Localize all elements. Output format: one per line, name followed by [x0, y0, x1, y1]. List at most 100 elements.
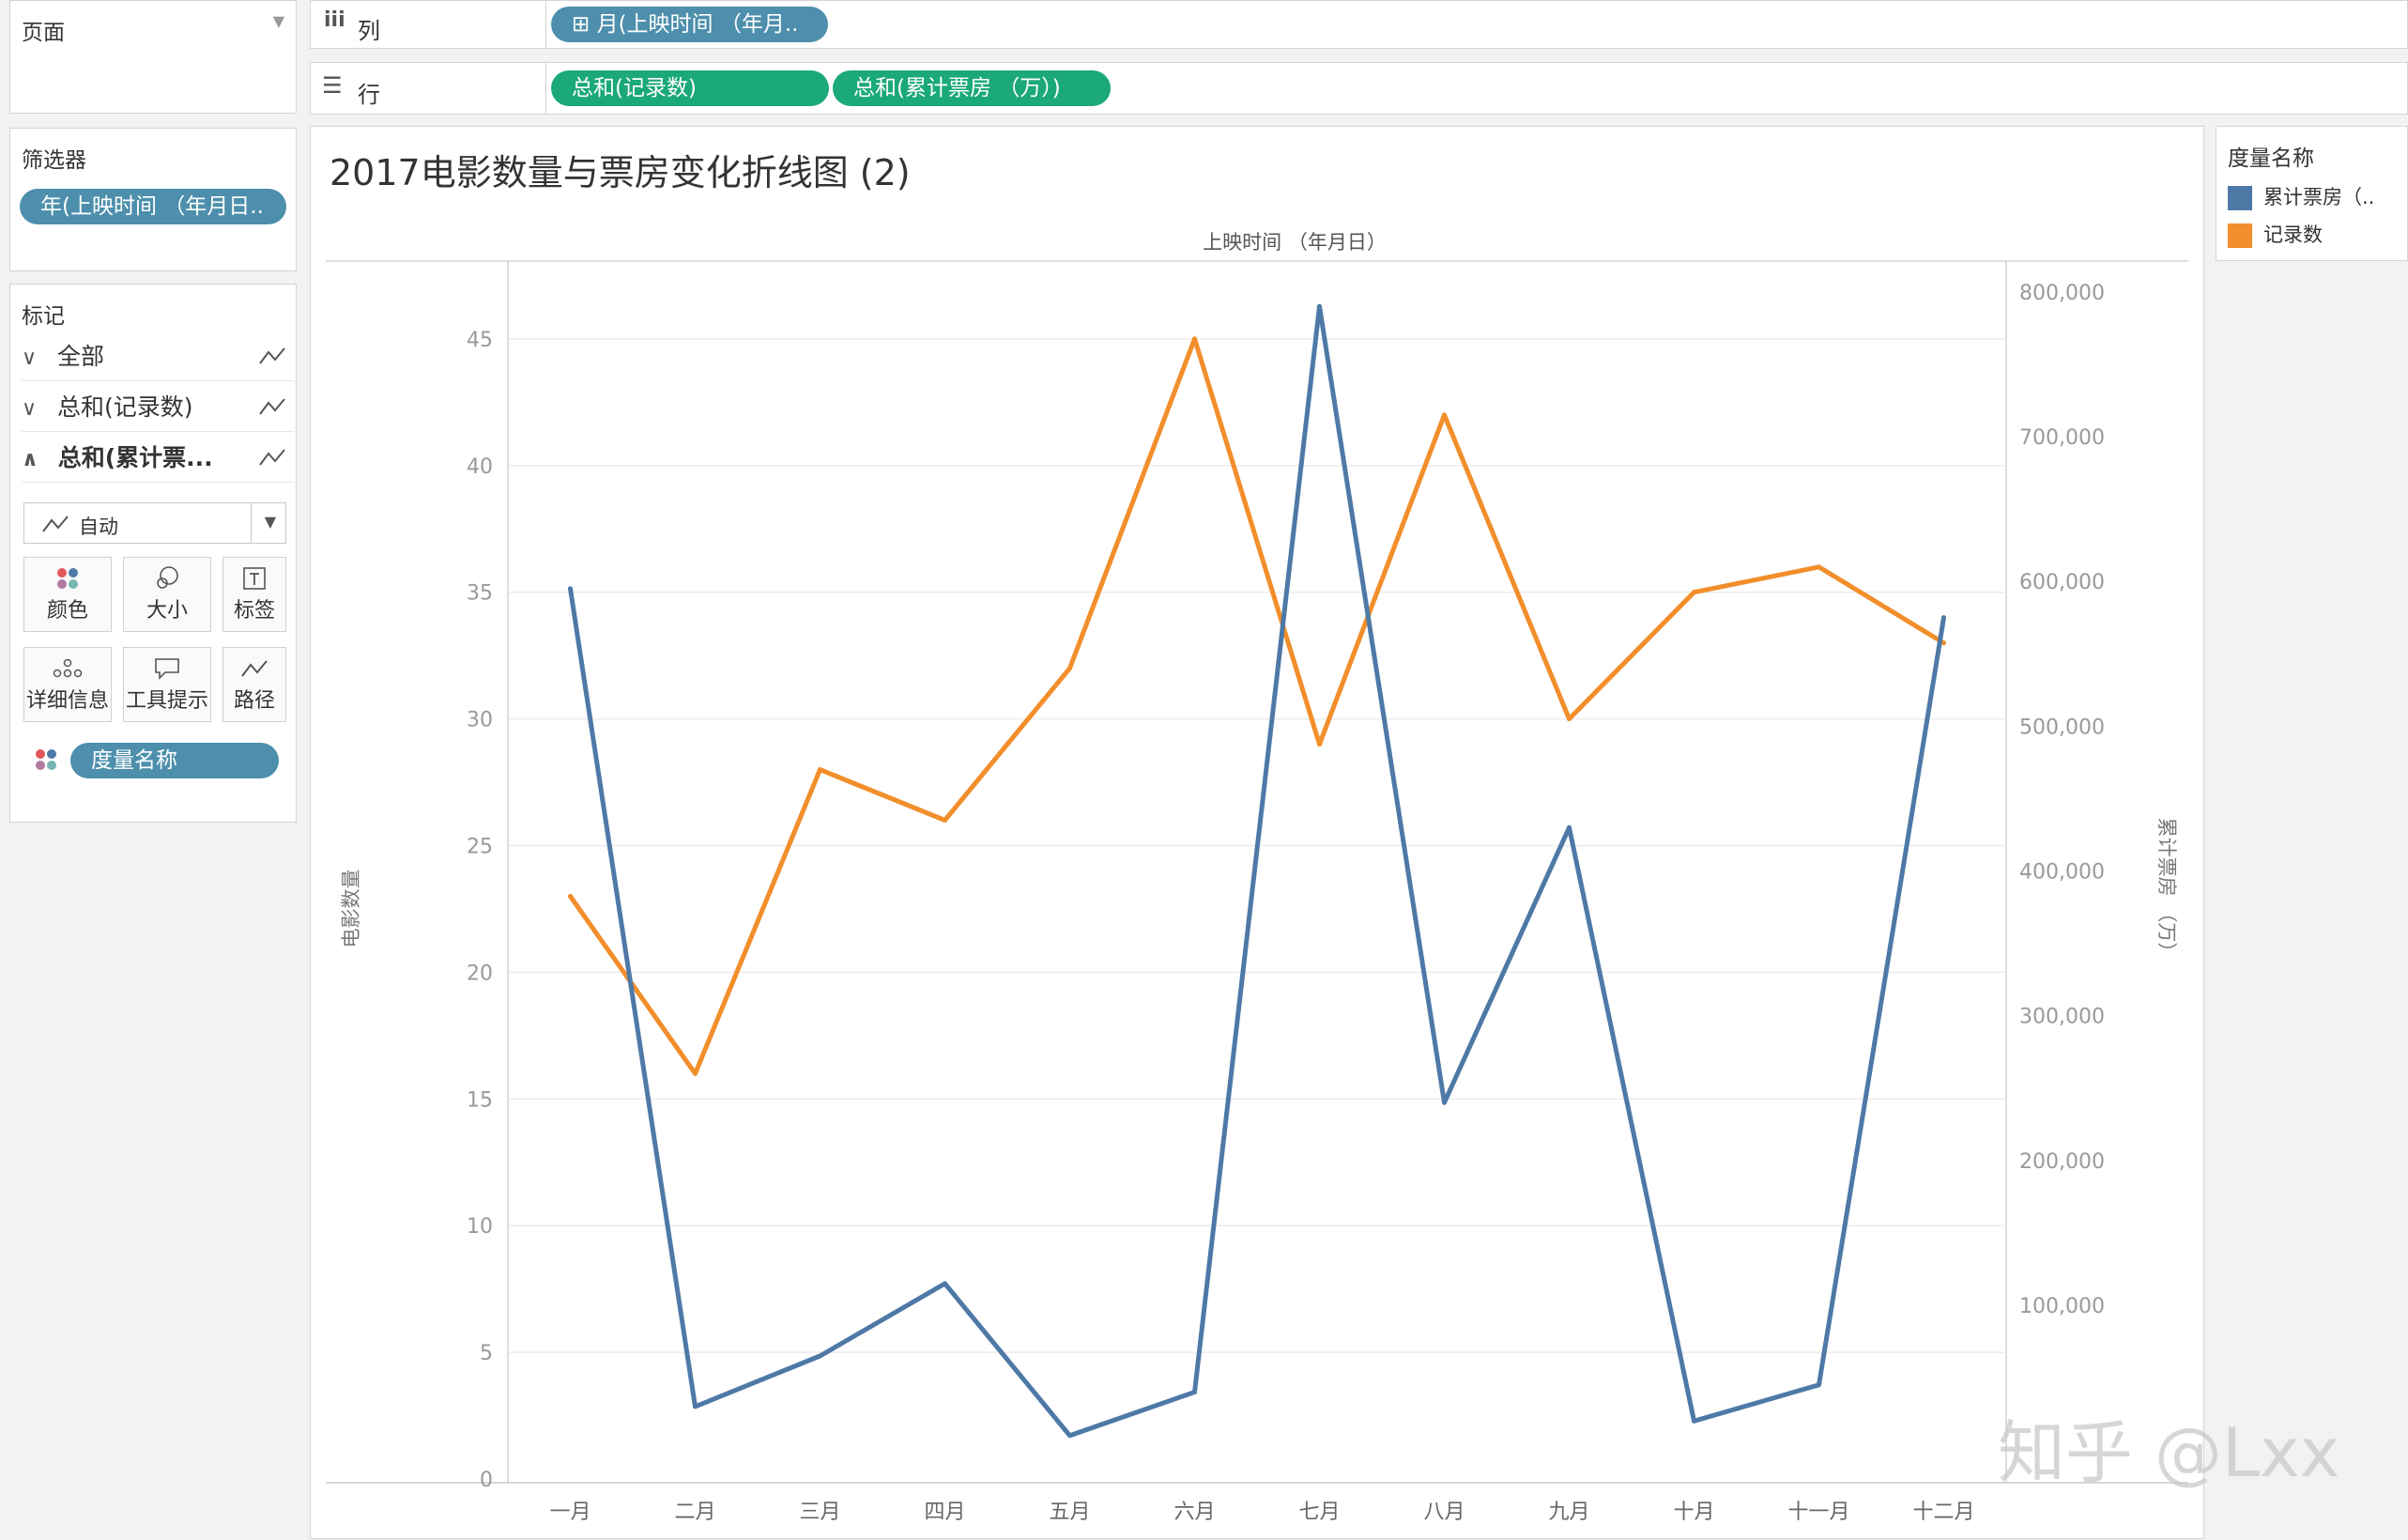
legend-title: 度量名称	[2228, 146, 2314, 171]
x-tick-label: 十月	[1673, 1501, 1714, 1524]
marks-row-box-office[interactable]: ∧ 总和(累计票...	[22, 435, 294, 483]
legend-label: 记录数	[2263, 223, 2323, 246]
color-button[interactable]: 颜色	[23, 557, 112, 632]
right-tick-label: 300,000	[2019, 1006, 2105, 1029]
x-tick-label: 六月	[1173, 1501, 1215, 1524]
x-tick-label: 八月	[1423, 1501, 1465, 1524]
detail-icon	[24, 648, 111, 689]
left-tick-label: 25	[467, 836, 493, 859]
label-button[interactable]: 标签	[222, 557, 286, 632]
rows-shelf: ☰ 行 总和(记录数) 总和(累计票房 （万）)	[310, 62, 2408, 115]
x-tick-label: 三月	[799, 1501, 840, 1524]
data-point	[1817, 1382, 1821, 1388]
measure-names-pill[interactable]: 度量名称	[70, 743, 279, 778]
legend-item-box-office[interactable]: 累计票房（..	[2228, 183, 2374, 211]
tooltip-button[interactable]: 工具提示	[123, 647, 211, 722]
data-point	[1317, 303, 1322, 309]
tooltip-button-label: 工具提示	[125, 689, 208, 713]
data-point	[818, 1353, 822, 1359]
legend-swatch	[2228, 186, 2252, 210]
pages-panel-title: 页面	[22, 21, 65, 45]
data-point	[1192, 1390, 1197, 1394]
chart-pane: 2017电影数量与票房变化折线图 (2) 上映时间 （年月日） 0 5 10 15 20 25…	[310, 126, 2204, 1539]
data-point	[693, 1404, 698, 1409]
chevron-down-icon[interactable]: ▼	[272, 12, 284, 30]
right-tick-label: 400,000	[2019, 861, 2105, 885]
size-button[interactable]: 大小	[123, 557, 211, 632]
chevron-up-icon: ∧	[22, 448, 38, 471]
left-axis-title: 电影数量	[340, 870, 362, 948]
data-point	[818, 767, 822, 773]
marks-row-label: 总和(累计票...	[57, 444, 213, 471]
data-point	[1941, 615, 1946, 621]
left-tick-label: 20	[467, 962, 493, 985]
filters-panel-title: 筛选器	[22, 148, 86, 173]
left-tick-label: 10	[467, 1215, 493, 1239]
x-tick-label: 十二月	[1912, 1501, 1974, 1524]
tooltip-icon	[124, 648, 210, 689]
data-point	[1817, 564, 1821, 570]
right-axis-title: 累计票房 （万）	[2155, 818, 2178, 962]
marks-panel: 标记 ∨ 全部 ∨ 总和(记录数) ∧ 总和(累计票... 自动 ▼ 颜色 大小	[9, 284, 297, 823]
series-line-record-count	[568, 336, 1946, 1076]
left-tick-label: 45	[467, 329, 493, 352]
detail-button[interactable]: 详细信息	[23, 647, 112, 722]
left-tick-label: 30	[467, 709, 493, 732]
rows-pill-box-office[interactable]: 总和(累计票房 （万）)	[833, 70, 1111, 106]
x-axis-header: 上映时间 （年月日）	[1203, 231, 1387, 254]
line-chart: 2017电影数量与票房变化折线图 (2) 上映时间 （年月日） 0 5 10 15 20 25…	[326, 152, 2188, 1524]
data-point	[1442, 412, 1447, 418]
right-tick-label: 800,000	[2019, 282, 2105, 305]
mark-type-select[interactable]: 自动 ▼	[23, 502, 286, 544]
data-point	[1692, 590, 1696, 595]
x-tick-label: 七月	[1298, 1501, 1340, 1524]
rows-shelf-label: 行	[358, 82, 380, 108]
data-point	[568, 893, 573, 899]
x-tick-label: 九月	[1548, 1501, 1589, 1524]
x-tick-label: 二月	[674, 1501, 715, 1524]
data-point	[943, 818, 947, 824]
legend-panel: 度量名称 累计票房（.. 记录数	[2216, 126, 2408, 261]
chevron-down-icon: ∨	[22, 346, 38, 370]
chevron-down-icon: ▼	[264, 513, 276, 531]
line-mark-icon	[259, 398, 285, 415]
data-point	[1067, 666, 1072, 671]
x-tick-label: 一月	[549, 1501, 590, 1524]
path-button[interactable]: 路径	[222, 647, 286, 722]
data-point	[1442, 1100, 1447, 1105]
data-point	[1567, 824, 1572, 830]
detail-button-label: 详细信息	[25, 689, 109, 713]
marks-row-record-count[interactable]: ∨ 总和(记录数)	[22, 384, 294, 432]
marks-row-label: 全部	[56, 343, 104, 370]
data-point	[693, 1070, 698, 1076]
filter-pill-year[interactable]: 年(上映时间 （年月日..	[20, 189, 286, 224]
line-mark-icon	[259, 449, 285, 466]
columns-pill-month[interactable]: ⊞ 月(上映时间 （年月..	[551, 7, 828, 42]
path-button-label: 路径	[233, 689, 275, 713]
left-tick-label: 15	[467, 1088, 493, 1112]
shelf-divider	[545, 63, 546, 114]
data-point	[1192, 336, 1197, 342]
label-button-label: 标签	[233, 599, 275, 623]
size-button-label: 大小	[146, 599, 188, 623]
select-divider	[251, 503, 252, 543]
data-point	[1567, 716, 1572, 722]
marks-panel-title: 标记	[22, 304, 65, 329]
columns-shelf: iii 列 ⊞ 月(上映时间 （年月..	[310, 0, 2408, 49]
marks-row-label: 总和(记录数)	[56, 393, 193, 421]
series-line-box-office	[568, 303, 1946, 1439]
rows-pill-record-count[interactable]: 总和(记录数)	[551, 70, 829, 106]
line-mark-icon	[42, 516, 69, 532]
watermark: 知乎 @Lxx	[1998, 1413, 2340, 1492]
x-tick-label: 十一月	[1787, 1501, 1849, 1524]
data-point	[568, 586, 573, 592]
legend-label: 累计票房（..	[2263, 186, 2375, 208]
data-point	[1067, 1433, 1072, 1439]
path-icon	[223, 648, 285, 689]
marks-row-all[interactable]: ∨ 全部	[22, 333, 294, 381]
left-tick-label: 0	[480, 1469, 493, 1492]
line-mark-icon	[259, 347, 285, 364]
left-tick-label: 35	[467, 582, 493, 606]
legend-item-record-count[interactable]: 记录数	[2228, 221, 2323, 249]
size-icon	[124, 558, 210, 599]
